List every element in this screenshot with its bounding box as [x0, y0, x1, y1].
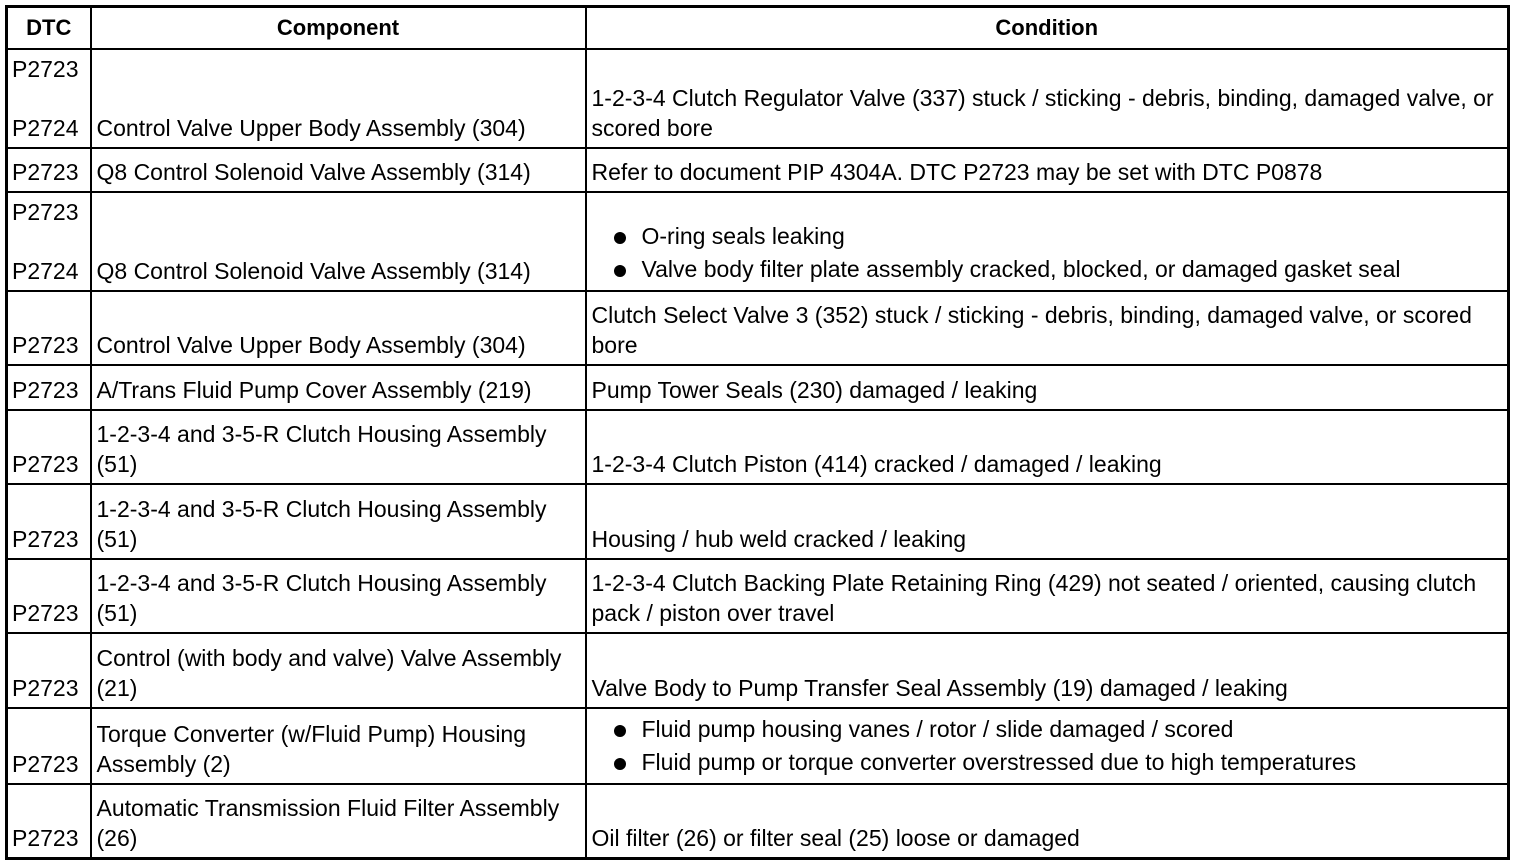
table-row: P2723 1-2-3-4 and 3-5-R Clutch Housing As… [5, 558, 1510, 634]
condition-cell: Clutch Select Valve 3 (352) stuck / stic… [584, 290, 1510, 366]
table-row: P2723 Control (with body and valve) Valve… [5, 632, 1510, 709]
dtc-code: P2724 [12, 258, 79, 284]
dtc-codes: P2723 P2724 [12, 50, 87, 143]
condition-cell: Oil filter (26) or filter seal (25) loos… [584, 783, 1510, 860]
dtc-code: P2723 [12, 825, 79, 851]
component-cell: Control Valve Upper Body Assembly (304) [89, 48, 587, 149]
condition-cell: 1-2-3-4 Clutch Piston (414) cracked / da… [584, 409, 1510, 485]
condition-bullet-item: Valve body filter plate assembly cracked… [592, 253, 1503, 286]
condition-cell: Fluid pump housing vanes / rotor / slide… [584, 707, 1510, 785]
dtc-cell: P2723 [5, 147, 92, 193]
header-condition: Condition [584, 5, 1510, 50]
component-cell: 1-2-3-4 and 3-5-R Clutch Housing Assembl… [89, 558, 587, 634]
dtc-cell: P2723 [5, 409, 92, 485]
dtc-code: P2723 [12, 526, 79, 552]
condition-cell: Housing / hub weld cracked / leaking [584, 483, 1510, 560]
condition-list: O-ring seals leaking Valve body filter pl… [592, 220, 1503, 286]
component-cell: Torque Converter (w/Fluid Pump) Housing … [89, 707, 587, 785]
table-row: P2723 A/Trans Fluid Pump Cover Assembly (… [5, 364, 1510, 411]
table-row: P2723 P2724 Control Valve Upper Body Assem… [5, 48, 1510, 149]
dtc-code: P2724 [12, 115, 79, 141]
condition-bullet-item: Fluid pump housing vanes / rotor / slide… [592, 713, 1503, 746]
condition-cell: O-ring seals leaking Valve body filter pl… [584, 191, 1510, 292]
component-cell: 1-2-3-4 and 3-5-R Clutch Housing Assembl… [89, 409, 587, 485]
dtc-code: P2723 [12, 159, 79, 185]
header-component: Component [89, 5, 587, 50]
dtc-cell: P2723 [5, 290, 92, 366]
condition-cell: 1-2-3-4 Clutch Regulator Valve (337) stu… [584, 48, 1510, 149]
table-row: P2723 P2724 Q8 Control Solenoid Valve Asse… [5, 191, 1510, 292]
dtc-cell: P2723 [5, 558, 92, 634]
dtc-table: DTC Component Condition P2723 P2724 Contro… [5, 5, 1510, 860]
condition-cell: 1-2-3-4 Clutch Backing Plate Retaining R… [584, 558, 1510, 634]
component-cell: 1-2-3-4 and 3-5-R Clutch Housing Assembl… [89, 483, 587, 560]
dtc-code: P2723 [12, 675, 79, 701]
dtc-cell: P2723 [5, 632, 92, 709]
table-row: P2723 Automatic Transmission Fluid Filter… [5, 783, 1510, 860]
condition-bullet-item: O-ring seals leaking [592, 220, 1503, 253]
component-cell: Q8 Control Solenoid Valve Assembly (314) [89, 147, 587, 193]
dtc-cell: P2723 [5, 783, 92, 860]
component-cell: Q8 Control Solenoid Valve Assembly (314) [89, 191, 587, 292]
condition-list: Fluid pump housing vanes / rotor / slide… [592, 713, 1503, 779]
dtc-code: P2723 [12, 451, 79, 477]
table-row: P2723 Torque Converter (w/Fluid Pump) Hou… [5, 707, 1510, 785]
component-cell: Control Valve Upper Body Assembly (304) [89, 290, 587, 366]
component-cell: Control (with body and valve) Valve Asse… [89, 632, 587, 709]
dtc-code: P2723 [12, 600, 79, 626]
dtc-cell: P2723 P2724 [5, 48, 92, 149]
table-row: P2723 Q8 Control Solenoid Valve Assembly … [5, 147, 1510, 193]
table-row: P2723 Control Valve Upper Body Assembly (… [5, 290, 1510, 366]
condition-cell: Pump Tower Seals (230) damaged / leaking [584, 364, 1510, 411]
dtc-cell: P2723 P2724 [5, 191, 92, 292]
dtc-code: P2723 [12, 56, 79, 82]
header-dtc: DTC [5, 5, 92, 50]
dtc-code: P2723 [12, 751, 79, 777]
dtc-code: P2723 [12, 377, 79, 403]
table-row: P2723 1-2-3-4 and 3-5-R Clutch Housing As… [5, 483, 1510, 560]
dtc-code: P2723 [12, 199, 79, 225]
dtc-code: P2723 [12, 332, 79, 358]
header-row: DTC Component Condition [5, 5, 1510, 50]
dtc-codes: P2723 P2724 [12, 193, 87, 286]
dtc-cell: P2723 [5, 364, 92, 411]
dtc-cell: P2723 [5, 707, 92, 785]
condition-cell: Valve Body to Pump Transfer Seal Assembl… [584, 632, 1510, 709]
condition-cell: Refer to document PIP 4304A. DTC P2723 m… [584, 147, 1510, 193]
condition-bullet-item: Fluid pump or torque converter overstres… [592, 746, 1503, 779]
dtc-cell: P2723 [5, 483, 92, 560]
component-cell: Automatic Transmission Fluid Filter Asse… [89, 783, 587, 860]
component-cell: A/Trans Fluid Pump Cover Assembly (219) [89, 364, 587, 411]
table-row: P2723 1-2-3-4 and 3-5-R Clutch Housing As… [5, 409, 1510, 485]
